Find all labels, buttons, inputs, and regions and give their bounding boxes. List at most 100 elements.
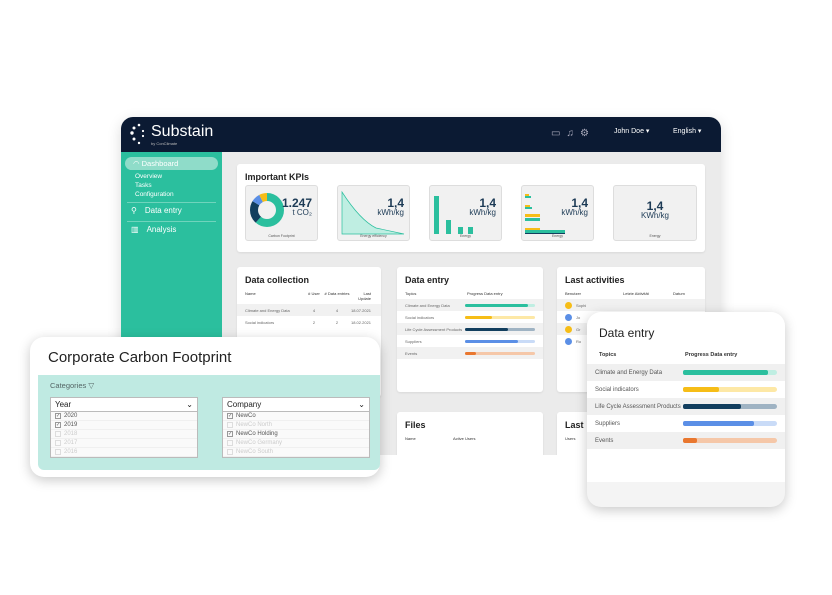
checkbox-icon[interactable]: [227, 422, 233, 428]
table-row[interactable]: Climate and Energy Data: [587, 364, 785, 381]
kpi-energy-3[interactable]: 1,4 KWh/kg Energy: [613, 185, 697, 241]
chevron-down-icon[interactable]: ⌄: [186, 400, 193, 409]
value: 1,4: [646, 199, 664, 213]
table-row[interactable]: Social indicators: [397, 311, 543, 323]
checkbox-option[interactable]: 2016: [51, 448, 197, 457]
sidebar-item-configuration[interactable]: Configuration: [135, 191, 174, 198]
checkbox-option[interactable]: ✓ 2019: [51, 421, 197, 430]
kpi-label: Energy efficiency: [360, 234, 387, 238]
table-cell: Social indicators: [245, 319, 275, 325]
col: Name: [245, 291, 256, 296]
checkbox-option[interactable]: NewCo Germany: [223, 439, 369, 448]
card-title: Data entry: [405, 275, 450, 285]
checkbox-icon[interactable]: [55, 449, 61, 455]
checkbox-icon[interactable]: [227, 449, 233, 455]
checkbox-option[interactable]: ✓ NewCo Holding: [223, 430, 369, 439]
progress-fill: [465, 351, 476, 355]
table-row[interactable]: Events: [587, 432, 785, 449]
kpi-energy-1[interactable]: 1,4 kWh/kg Energy: [429, 185, 502, 241]
col: Active Users: [453, 436, 476, 441]
col: Progress Data entry: [467, 291, 503, 296]
checkbox-option[interactable]: ✓ NewCo: [223, 412, 369, 421]
table-header: Benutzer Letzte Aktivität Datum: [557, 285, 705, 299]
mobile-data-entry-card: Data entry Topics Progress Data entry Cli…: [587, 312, 785, 507]
checkbox-icon[interactable]: ✓: [227, 431, 233, 437]
topic-label: Events: [405, 350, 418, 356]
sidebar-item-overview[interactable]: Overview: [135, 173, 163, 180]
col: # Data entries: [324, 291, 350, 296]
value: 1,4: [479, 196, 496, 210]
checkbox-icon[interactable]: ✓: [55, 413, 61, 419]
sidebar-item-dashboard[interactable]: ◠ Dashboard: [125, 157, 218, 170]
label: Dashboard: [141, 159, 179, 168]
unit: kWh/kg: [377, 208, 404, 217]
progress-fill: [465, 303, 528, 307]
checkbox-option[interactable]: NewCo North: [223, 421, 369, 430]
substain-logo-icon: [130, 123, 145, 145]
year-dropdown[interactable]: Year ⌄ ✓ 2020 ✓ 2019 2018 2017 2016: [50, 397, 198, 458]
table-row[interactable]: Life Cycle Assessment Products: [587, 398, 785, 415]
col: Progress Data entry: [685, 352, 738, 358]
kpi-label: Energy: [551, 234, 564, 238]
kpi-label: Carbon Footprint: [268, 234, 295, 238]
col: Topics: [405, 291, 417, 296]
checkbox-icon[interactable]: ✓: [227, 413, 233, 419]
table-row[interactable]: Sophi: [557, 299, 705, 311]
table-cell: 2: [335, 319, 339, 325]
sidebar-item-tasks[interactable]: Tasks: [135, 182, 152, 189]
sidebar-item-data-entry[interactable]: ⚲ Data entry: [127, 202, 216, 218]
table-row[interactable]: Climate and Energy Data 4 4 18.07.2021: [237, 304, 381, 316]
col: Benutzer: [565, 291, 582, 296]
brand-subtitle: by ConClimate: [151, 141, 178, 146]
bell-icon[interactable]: ♫: [566, 128, 574, 139]
kpi-energy-efficiency[interactable]: 1,4 kWh/kg Energy efficiency: [337, 185, 410, 241]
progress-fill: [683, 387, 719, 392]
avatar: [565, 301, 572, 309]
table-row[interactable]: Social indicators 2 2 18.02.2021: [237, 316, 381, 328]
table-row[interactable]: Events: [397, 347, 543, 359]
checkbox-option[interactable]: 2017: [51, 439, 197, 448]
horizontal-bar-chart-icon: [525, 194, 565, 234]
filter-icon[interactable]: ▽: [88, 381, 95, 390]
table-row[interactable]: Suppliers: [587, 415, 785, 432]
user-menu[interactable]: John Doe ▾: [614, 128, 650, 135]
option-label: 2020: [64, 413, 78, 419]
checkbox-option[interactable]: NewCo South: [223, 448, 369, 457]
kpi-energy-2[interactable]: 1,4 kWh/kg Energy: [521, 185, 594, 241]
checkbox-icon[interactable]: [55, 440, 61, 446]
topic-label: Life Cycle Assessment Products: [405, 326, 463, 332]
checkbox-option[interactable]: ✓ 2020: [51, 412, 197, 421]
option-label: NewCo: [236, 413, 256, 419]
kpi-carbon-footprint[interactable]: 1.247 t CO₂ Carbon Footprint: [245, 185, 318, 241]
table-row[interactable]: Climate and Energy Data: [397, 299, 543, 311]
table-row[interactable]: Life Cycle Assessment Products: [397, 323, 543, 335]
search-icon: ⚲: [131, 206, 137, 215]
table-row[interactable]: Social indicators: [587, 381, 785, 398]
chat-icon[interactable]: ▭: [551, 128, 561, 139]
top-bar: Substain by ConClimate ▭ ♫ ⚙ John Doe ▾ En…: [121, 117, 721, 152]
kpi-card: Important KPIs 1.247 t CO₂ Carbon Footpri…: [237, 164, 705, 252]
user-name: Gr: [576, 326, 581, 332]
checkbox-option[interactable]: 2018: [51, 430, 197, 439]
chevron-down-icon[interactable]: ⌄: [358, 400, 365, 409]
gear-icon[interactable]: ⚙: [579, 128, 589, 139]
sidebar-item-analysis[interactable]: ▥ Analysis: [127, 221, 216, 237]
checkbox-icon[interactable]: [227, 440, 233, 446]
progress-fill: [683, 370, 768, 375]
card-title: Data entry: [599, 326, 655, 340]
ccf-title: Corporate Carbon Footprint: [48, 349, 232, 366]
company-dropdown[interactable]: Company ⌄ ✓ NewCo NewCo North ✓ NewCo Holding…: [222, 397, 370, 458]
table-row[interactable]: Suppliers: [397, 335, 543, 347]
table-header: Topics Progress Data entry: [397, 285, 543, 299]
table-row[interactable]: Jo: [557, 311, 705, 323]
label: Analysis: [146, 225, 177, 234]
topic-label: Events: [595, 437, 614, 444]
avatar: [565, 337, 572, 345]
progress-bar: [683, 387, 777, 392]
checkbox-icon[interactable]: ✓: [55, 422, 61, 428]
kpi-title: Important KPIs: [245, 172, 310, 182]
table-row[interactable]: Ro: [557, 335, 705, 347]
language-menu[interactable]: English ▾: [673, 128, 702, 135]
table-header: Topics Progress Data entry: [587, 340, 785, 364]
checkbox-icon[interactable]: [55, 431, 61, 437]
